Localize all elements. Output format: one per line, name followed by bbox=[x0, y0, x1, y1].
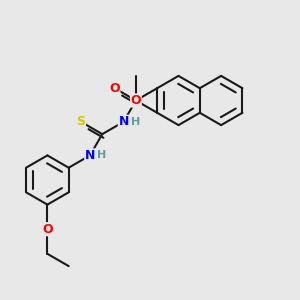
Text: H: H bbox=[131, 117, 140, 127]
Text: N: N bbox=[85, 149, 95, 162]
Text: O: O bbox=[130, 94, 141, 107]
Text: S: S bbox=[76, 115, 85, 128]
Text: O: O bbox=[109, 82, 120, 95]
Text: O: O bbox=[42, 223, 53, 236]
Text: N: N bbox=[118, 115, 129, 128]
Text: H: H bbox=[98, 150, 107, 161]
